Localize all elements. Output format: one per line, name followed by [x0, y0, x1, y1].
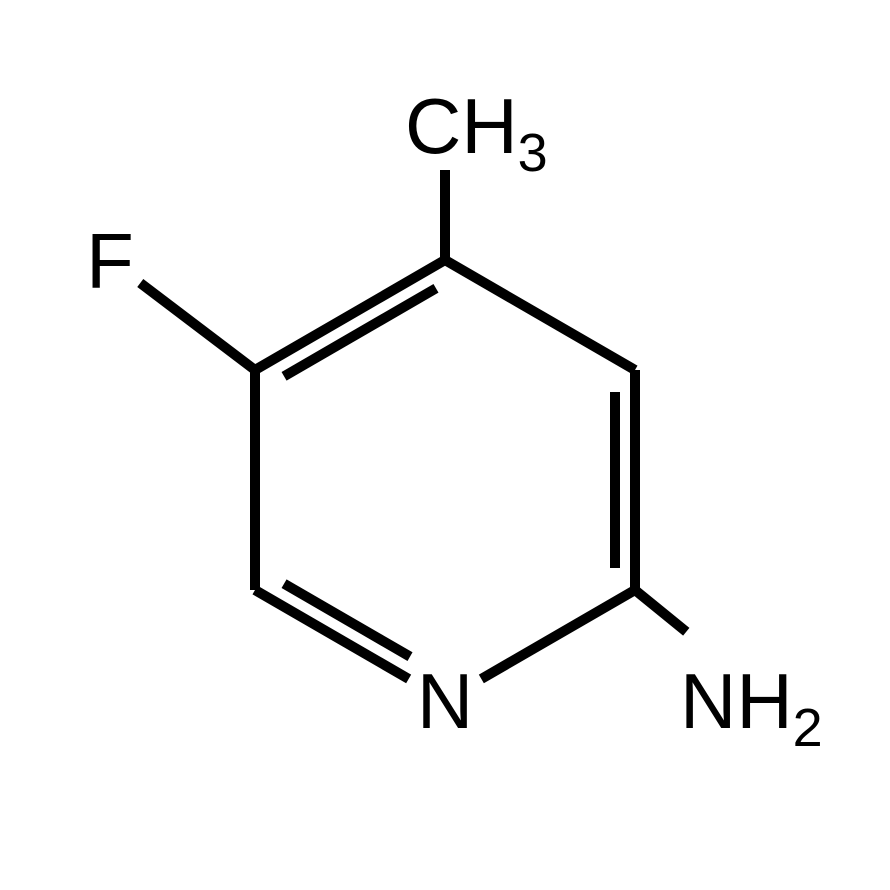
- svg-text:F: F: [86, 217, 134, 305]
- svg-text:CH3: CH3: [405, 82, 548, 183]
- svg-text:NH2: NH2: [680, 657, 823, 758]
- molecule-diagram: N F CH3 NH2: [0, 0, 890, 890]
- svg-text:N: N: [417, 657, 473, 745]
